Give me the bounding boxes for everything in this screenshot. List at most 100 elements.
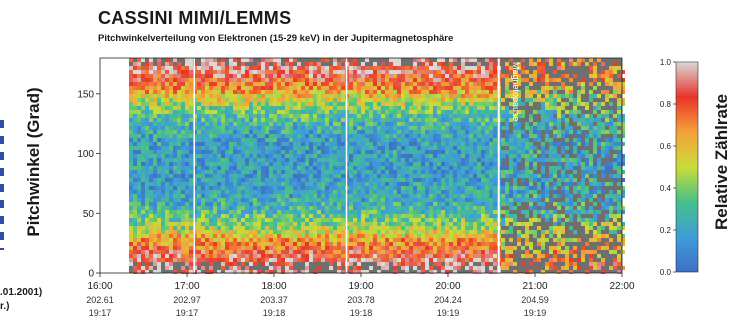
heatmap-cell bbox=[325, 90, 329, 94]
heatmap-cell bbox=[237, 202, 241, 206]
heatmap-cell bbox=[381, 66, 385, 70]
heatmap-cell bbox=[201, 82, 205, 86]
heatmap-cell bbox=[413, 146, 417, 150]
heatmap-cell bbox=[197, 66, 201, 70]
heatmap-cell bbox=[137, 66, 141, 70]
heatmap-cell bbox=[157, 186, 161, 190]
heatmap-cell bbox=[485, 246, 489, 250]
heatmap-cell bbox=[261, 150, 265, 154]
heatmap-cell bbox=[197, 134, 201, 138]
heatmap-cell bbox=[269, 182, 273, 186]
heatmap-cell bbox=[137, 270, 141, 274]
heatmap-cell bbox=[457, 202, 461, 206]
heatmap-cell bbox=[145, 202, 149, 206]
heatmap-cell bbox=[261, 110, 265, 114]
heatmap-cell bbox=[405, 230, 409, 234]
heatmap-cell bbox=[405, 262, 409, 266]
heatmap-cell bbox=[305, 218, 309, 222]
heatmap-cell bbox=[149, 82, 153, 86]
heatmap-cell bbox=[169, 206, 173, 210]
heatmap-cell bbox=[325, 102, 329, 106]
heatmap-cell bbox=[361, 146, 365, 150]
heatmap-cell bbox=[369, 102, 373, 106]
heatmap-cell bbox=[185, 222, 189, 226]
heatmap-cell bbox=[317, 150, 321, 154]
heatmap-cell bbox=[357, 230, 361, 234]
heatmap-cell bbox=[337, 258, 341, 262]
heatmap-cell bbox=[437, 166, 441, 170]
heatmap-cell bbox=[221, 62, 225, 66]
heatmap-cell bbox=[353, 70, 357, 74]
heatmap-cell bbox=[465, 242, 469, 246]
heatmap-cell bbox=[189, 154, 193, 158]
heatmap-cell bbox=[137, 238, 141, 242]
heatmap-cell bbox=[377, 170, 381, 174]
heatmap-cell bbox=[237, 150, 241, 154]
heatmap-cell bbox=[405, 174, 409, 178]
heatmap-cell bbox=[421, 78, 425, 82]
heatmap-cell bbox=[137, 74, 141, 78]
heatmap-cell bbox=[465, 94, 469, 98]
heatmap-cell bbox=[189, 162, 193, 166]
heatmap-cell bbox=[137, 242, 141, 246]
heatmap-cell bbox=[281, 150, 285, 154]
heatmap-cell bbox=[245, 242, 249, 246]
heatmap-cell bbox=[285, 86, 289, 90]
heatmap-cell bbox=[365, 130, 369, 134]
heatmap-cell bbox=[505, 174, 509, 178]
heatmap-cell bbox=[409, 206, 413, 210]
heatmap-cell bbox=[373, 150, 377, 154]
heatmap-cell bbox=[393, 270, 397, 274]
heatmap-cell bbox=[273, 186, 277, 190]
heatmap-cell bbox=[293, 146, 297, 150]
heatmap-cell bbox=[141, 234, 145, 238]
heatmap-cell bbox=[157, 242, 161, 246]
heatmap-cell bbox=[301, 98, 305, 102]
heatmap-cell bbox=[485, 186, 489, 190]
heatmap-cell bbox=[201, 142, 205, 146]
heatmap-cell bbox=[257, 74, 261, 78]
heatmap-cell bbox=[433, 242, 437, 246]
heatmap-cell bbox=[445, 194, 449, 198]
heatmap-cell bbox=[393, 126, 397, 130]
heatmap-cell bbox=[361, 94, 365, 98]
heatmap-cell bbox=[365, 162, 369, 166]
heatmap-cell bbox=[453, 78, 457, 82]
heatmap-cell bbox=[165, 198, 169, 202]
heatmap-cell bbox=[221, 138, 225, 142]
heatmap-cell bbox=[213, 86, 217, 90]
heatmap-cell bbox=[213, 106, 217, 110]
heatmap-cell bbox=[477, 110, 481, 114]
heatmap-cell bbox=[389, 186, 393, 190]
heatmap-cell bbox=[321, 178, 325, 182]
heatmap-cell bbox=[173, 134, 177, 138]
heatmap-cell bbox=[301, 258, 305, 262]
heatmap-cell bbox=[161, 142, 165, 146]
heatmap-cell bbox=[137, 90, 141, 94]
heatmap-cell bbox=[285, 246, 289, 250]
heatmap-cell bbox=[449, 114, 453, 118]
heatmap-cell bbox=[241, 98, 245, 102]
heatmap-cell bbox=[393, 142, 397, 146]
heatmap-cell bbox=[209, 98, 213, 102]
heatmap-cell bbox=[233, 142, 237, 146]
heatmap-cell bbox=[353, 122, 357, 126]
heatmap-cell bbox=[441, 210, 445, 214]
heatmap-cell bbox=[273, 242, 277, 246]
heatmap-cell bbox=[505, 202, 509, 206]
heatmap-cell bbox=[317, 82, 321, 86]
heatmap-cell bbox=[237, 106, 241, 110]
heatmap-cell bbox=[485, 110, 489, 114]
heatmap-cell bbox=[285, 62, 289, 66]
heatmap-cell bbox=[185, 198, 189, 202]
heatmap-cell bbox=[221, 142, 225, 146]
heatmap-cell bbox=[237, 146, 241, 150]
heatmap-cell bbox=[333, 214, 337, 218]
heatmap-cell bbox=[205, 194, 209, 198]
heatmap-cell bbox=[389, 78, 393, 82]
heatmap-cell bbox=[461, 74, 465, 78]
heatmap-cell bbox=[165, 190, 169, 194]
heatmap-cell bbox=[209, 186, 213, 190]
heatmap-cell bbox=[337, 94, 341, 98]
heatmap-cell bbox=[513, 170, 517, 174]
